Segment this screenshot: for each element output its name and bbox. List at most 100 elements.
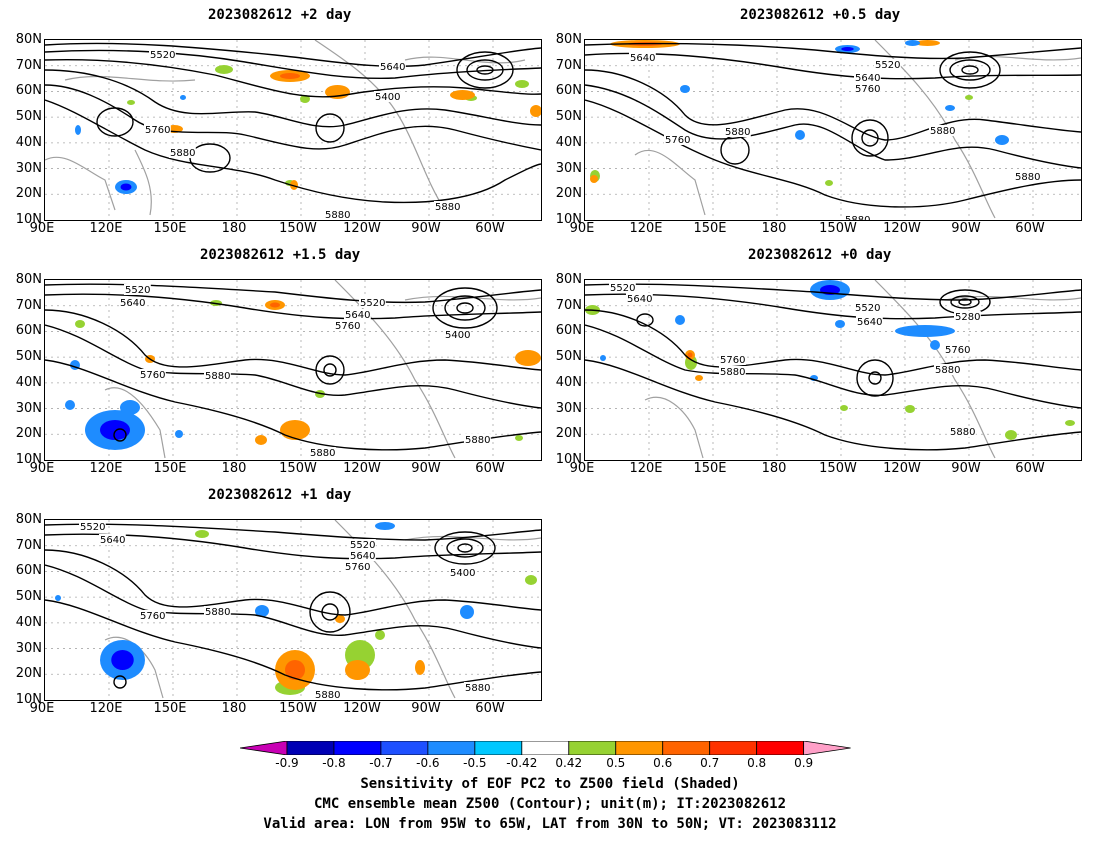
lon-label: 120E	[629, 221, 663, 236]
sensitivity-shading	[120, 183, 132, 191]
colorbar-tick-label: -0.8	[322, 756, 346, 770]
contour-label: 5640	[380, 62, 405, 73]
lon-label: 120W	[883, 461, 921, 476]
map-panel-plus0: 5520 5640 5520 5640 5280 5760 5880 5760 5880 5880	[584, 279, 1082, 461]
lat-label: 80N	[555, 272, 582, 287]
colorbar-bin	[474, 740, 523, 756]
lat-label: 70N	[555, 297, 582, 313]
z500-contour	[45, 549, 541, 616]
contour-label: 5520	[360, 298, 385, 309]
panel-title-plus1: 2023082612 +1 day	[208, 487, 352, 503]
lon-label: 90W	[951, 221, 981, 236]
sensitivity-shading	[675, 315, 685, 325]
lat-label: 60N	[15, 83, 42, 99]
contour-label-bg	[434, 201, 461, 212]
sensitivity-shading	[795, 130, 805, 140]
colorbar-bin	[521, 740, 570, 756]
z500-closed-contour	[861, 129, 879, 147]
lon-label: 150W	[279, 221, 317, 236]
sensitivity-shading	[945, 105, 955, 111]
contour-label: 5880	[310, 448, 335, 459]
sensitivity-shading	[930, 340, 940, 350]
contour-label: 5520	[350, 540, 375, 551]
lat-label: 20N	[555, 186, 582, 202]
z500-closed-contour	[961, 65, 979, 75]
z500-closed-contour	[189, 143, 231, 173]
z500-closed-contour	[868, 371, 882, 385]
z500-contour	[45, 533, 541, 560]
lat-label: 10N	[15, 692, 42, 707]
sensitivity-shading	[375, 522, 395, 530]
sensitivity-shading	[415, 660, 425, 675]
sensitivity-shading	[525, 575, 537, 585]
contour-label-bg	[444, 329, 471, 340]
z500-closed-contour	[949, 59, 991, 81]
coastline	[64, 75, 196, 82]
contour-label-bg	[349, 539, 376, 550]
contour-label-bg	[944, 344, 971, 355]
contour-label-bg	[854, 72, 881, 83]
contour-label: 5640	[120, 298, 145, 309]
contour-label: 5520	[610, 283, 635, 294]
contour-label-bg	[314, 689, 341, 700]
lon-label: 150E	[693, 461, 727, 476]
sensitivity-shading	[905, 40, 920, 46]
z500-contour	[45, 293, 541, 320]
contour-label: 5880	[170, 148, 195, 159]
sensitivity-shading	[515, 435, 523, 441]
contour-label-bg	[149, 49, 176, 60]
sensitivity-shading	[841, 47, 854, 51]
sensitivity-shading	[530, 105, 541, 117]
lon-label: 150W	[819, 461, 857, 476]
panel-title-plus2: 2023082612 +2 day	[208, 7, 352, 23]
z500-closed-contour	[636, 313, 654, 327]
caption-line-1: Sensitivity of EOF PC2 to Z500 field (Sh…	[360, 776, 740, 792]
sensitivity-shading	[905, 405, 915, 413]
colorbar-tick-label: -0.9	[275, 756, 299, 770]
contour-label-bg	[929, 125, 956, 136]
contour-label-bg	[204, 606, 231, 617]
lon-label: 120E	[89, 701, 123, 716]
contour-label-bg	[344, 561, 371, 572]
map-panel-plus05: 564055205640576057605880588058805880	[584, 39, 1082, 221]
contour-label-bg	[954, 311, 981, 322]
sensitivity-shading	[515, 350, 541, 366]
contour-label: 5880	[845, 215, 870, 220]
sensitivity-shading	[55, 595, 61, 601]
colorbar-tick-label: -0.5	[463, 756, 487, 770]
lat-label: 70N	[15, 537, 42, 553]
lat-label: 20N	[555, 426, 582, 442]
sensitivity-shading	[840, 405, 848, 411]
lon-label: 180	[761, 461, 787, 476]
sensitivity-shading	[460, 605, 474, 619]
sensitivity-shading	[100, 420, 130, 440]
coastline	[634, 149, 706, 216]
z500-closed-contour	[939, 289, 991, 315]
colorbar-tick-label: -0.7	[369, 756, 393, 770]
contour-label-bg	[169, 147, 196, 158]
coastline	[644, 396, 704, 459]
lat-label: 30N	[555, 160, 582, 176]
contour-label-bg	[204, 370, 231, 381]
contour-label: 5880	[930, 126, 955, 137]
colorbar-tick-label: 0.6	[653, 756, 673, 770]
z500-closed-contour	[958, 298, 972, 306]
z500-closed-contour	[466, 59, 504, 81]
sensitivity-shading	[335, 615, 345, 623]
lat-label: 20N	[15, 426, 42, 442]
contour-label: 5760	[140, 370, 165, 381]
contour-label: 5400	[375, 92, 400, 103]
sensitivity-shading	[915, 40, 940, 46]
lat-label: 80N	[15, 272, 42, 287]
contour-label-bg	[1014, 171, 1041, 182]
lon-label: 180	[221, 701, 247, 716]
lat-label: 10N	[555, 212, 582, 227]
z500-closed-contour	[939, 51, 1001, 89]
lat-label: 60N	[15, 563, 42, 579]
lon-label: 90E	[569, 221, 595, 236]
contour-label: 5880	[315, 690, 340, 700]
lat-label: 50N	[15, 349, 42, 365]
contour-label-bg	[324, 209, 351, 220]
